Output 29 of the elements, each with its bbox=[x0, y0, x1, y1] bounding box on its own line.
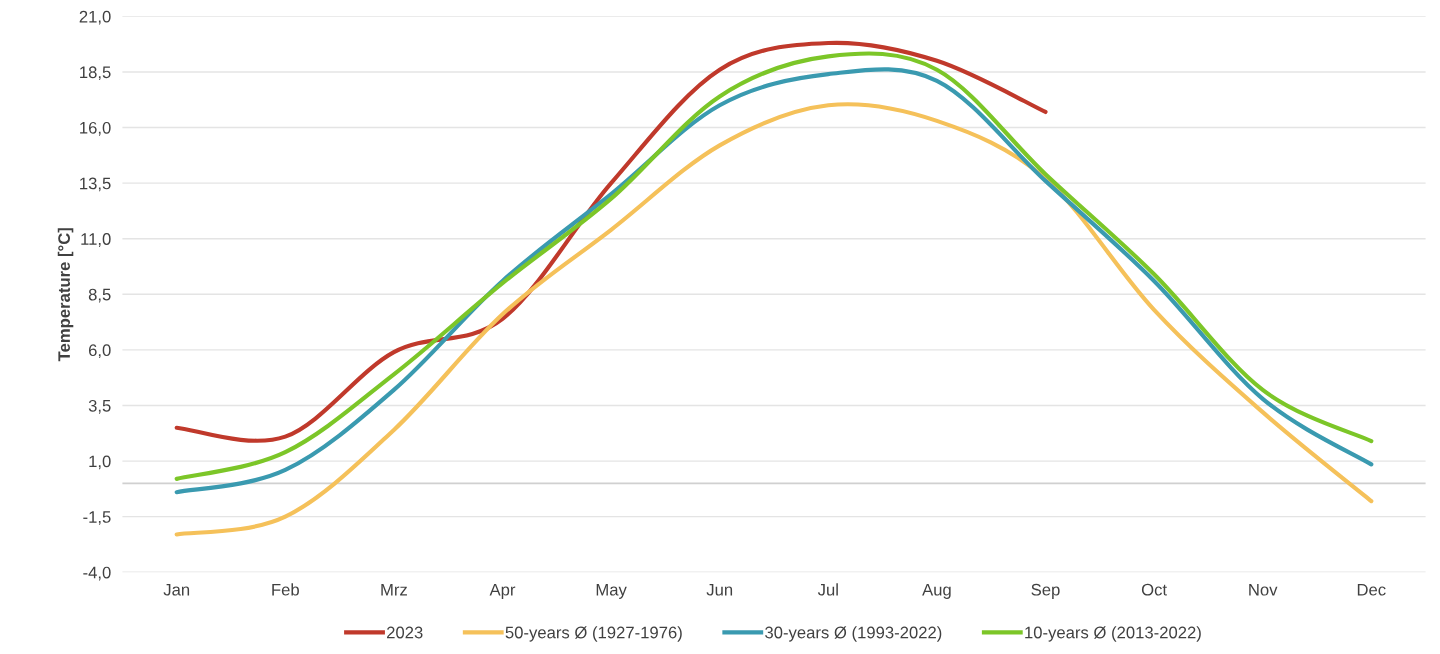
x-tick-label: Jun bbox=[706, 583, 733, 596]
x-tick-label: Sep bbox=[1031, 583, 1060, 599]
y-tick-label: 6,0 bbox=[88, 344, 111, 359]
legend-label: 30-years Ø (1993-2022) bbox=[765, 626, 942, 642]
y-tick-label: 11,0 bbox=[81, 233, 111, 247]
x-tick-label: May bbox=[596, 583, 627, 599]
y-tick-label: 1,0 bbox=[89, 455, 111, 470]
y-tick-label: 13,5 bbox=[80, 177, 111, 192]
x-tick-label: Dec bbox=[1357, 583, 1386, 596]
y-tick-label: 21,0 bbox=[79, 10, 111, 25]
x-tick-label: Oct bbox=[1141, 583, 1167, 596]
x-tick-label: Jul bbox=[817, 583, 838, 596]
x-tick-label: Nov bbox=[1249, 583, 1278, 596]
x-tick-label: Apr bbox=[489, 583, 516, 599]
legend-label: 10-years Ø (2013-2022) bbox=[1025, 626, 1201, 642]
y-tick-label: 3,5 bbox=[88, 399, 111, 414]
y-tick-label: 8,5 bbox=[88, 288, 111, 303]
legend-label: 50-years Ø (1927-1976) bbox=[505, 626, 682, 642]
y-tick-label: -4,0 bbox=[83, 566, 111, 581]
legend-label: 2023 bbox=[387, 626, 423, 639]
y-tick-label: 16,0 bbox=[80, 121, 111, 136]
x-tick-label: Feb bbox=[272, 583, 299, 596]
x-tick-label: Mrz bbox=[381, 583, 407, 596]
x-tick-label: Jan bbox=[163, 583, 190, 596]
line-series bbox=[174, 102, 1374, 537]
x-tick-label: Aug bbox=[922, 583, 951, 599]
y-tick-label: -1,5 bbox=[83, 511, 111, 525]
y-axis-title: Temperature [°C] bbox=[57, 228, 74, 362]
y-tick-label: 18,5 bbox=[80, 66, 111, 81]
